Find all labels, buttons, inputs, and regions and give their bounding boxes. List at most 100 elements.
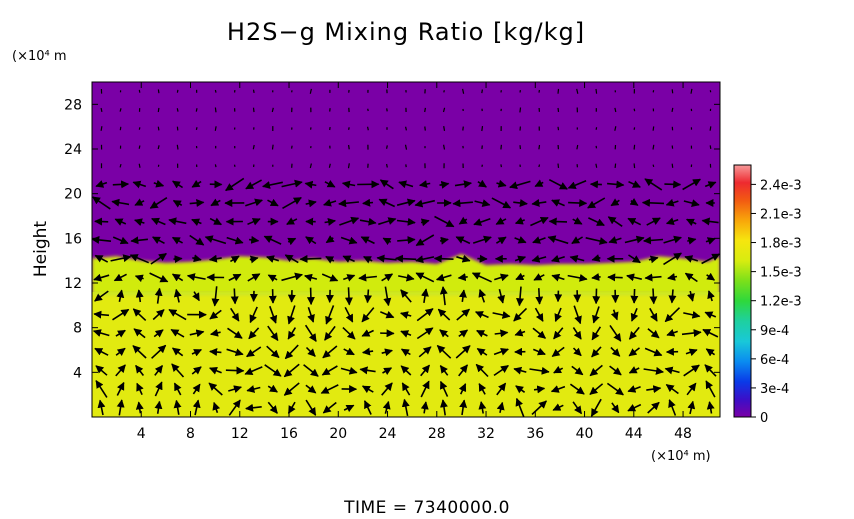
velocity-vector xyxy=(443,144,446,150)
velocity-vector xyxy=(129,254,150,264)
velocity-vector xyxy=(538,164,541,168)
velocity-vector xyxy=(271,144,274,150)
velocity-vector xyxy=(576,88,579,94)
velocity-vector xyxy=(706,401,715,414)
velocity-vector xyxy=(414,199,435,208)
velocity-vector xyxy=(173,288,182,303)
velocity-vector xyxy=(509,180,531,190)
velocity-vector xyxy=(379,310,395,319)
velocity-vector xyxy=(225,366,245,375)
velocity-vector xyxy=(267,401,278,414)
velocity-vector xyxy=(271,107,274,113)
velocity-vector xyxy=(557,163,560,168)
velocity-vector xyxy=(419,180,431,188)
y-tick-label: 28 xyxy=(64,97,82,113)
velocity-vector xyxy=(496,401,505,413)
velocity-vector xyxy=(263,235,282,245)
velocity-vector xyxy=(172,180,184,189)
velocity-vector xyxy=(249,306,258,324)
velocity-vector xyxy=(704,364,717,377)
velocity-vector xyxy=(514,236,527,244)
velocity-vector xyxy=(591,346,602,358)
velocity-vector xyxy=(361,329,374,337)
velocity-vector xyxy=(247,218,261,226)
velocity-vector xyxy=(687,400,696,415)
velocity-vector xyxy=(607,216,623,227)
velocity-vector xyxy=(704,181,717,189)
velocity-vector xyxy=(325,255,335,264)
velocity-vector xyxy=(228,385,242,394)
velocity-vector xyxy=(424,107,426,113)
velocity-vector xyxy=(707,290,715,302)
velocity-vector xyxy=(360,236,375,245)
velocity-vector xyxy=(343,347,355,356)
velocity-vector xyxy=(112,236,129,245)
velocity-vector xyxy=(690,88,693,94)
velocity-vector xyxy=(347,163,350,169)
velocity-vector xyxy=(323,198,337,207)
x-tick-label: 48 xyxy=(674,426,692,442)
velocity-vector xyxy=(569,383,585,395)
velocity-vector xyxy=(204,235,227,245)
velocity-vector xyxy=(214,89,217,93)
velocity-vector xyxy=(589,383,604,396)
velocity-vector xyxy=(573,305,582,325)
velocity-vector xyxy=(283,363,300,378)
velocity-vector xyxy=(172,199,183,208)
velocity-vector xyxy=(567,180,587,189)
velocity-vector xyxy=(214,164,217,168)
velocity-vector xyxy=(252,144,255,150)
velocity-vector xyxy=(457,273,468,282)
velocity-vector xyxy=(455,236,471,245)
velocity-vector xyxy=(362,255,373,264)
velocity-vector xyxy=(433,254,454,263)
velocity-vector xyxy=(176,144,179,150)
velocity-vector xyxy=(228,399,241,416)
velocity-vector xyxy=(245,198,263,207)
velocity-vector xyxy=(491,197,512,209)
velocity-vector xyxy=(492,311,511,319)
velocity-vector xyxy=(153,179,165,188)
velocity-vector xyxy=(568,199,588,208)
velocity-vector xyxy=(307,307,315,323)
velocity-vector xyxy=(171,347,184,357)
velocity-vector xyxy=(424,126,426,131)
velocity-vector xyxy=(362,198,374,207)
velocity-vector xyxy=(324,217,336,226)
velocity-vector xyxy=(176,89,179,93)
velocity-vector xyxy=(628,180,641,188)
velocity-vector xyxy=(115,364,126,377)
velocity-vector xyxy=(415,255,435,264)
velocity-vector xyxy=(516,286,524,307)
velocity-vector xyxy=(343,274,356,282)
velocity-vector xyxy=(628,366,640,374)
velocity-vector xyxy=(495,236,507,245)
velocity-vector xyxy=(153,329,164,338)
velocity-vector xyxy=(497,289,505,304)
velocity-vector xyxy=(494,273,509,282)
velocity-vector xyxy=(94,254,109,263)
velocity-vector xyxy=(496,382,507,396)
velocity-vector xyxy=(173,399,182,415)
velocity-vector xyxy=(154,381,163,397)
velocity-vector xyxy=(324,325,336,341)
velocity-vector xyxy=(627,385,641,393)
velocity-vector xyxy=(683,364,700,377)
velocity-vector xyxy=(138,145,141,149)
velocity-vector xyxy=(709,145,712,150)
velocity-vector xyxy=(367,108,369,112)
velocity-vector xyxy=(230,288,239,305)
velocity-vector xyxy=(378,198,396,208)
velocity-vector xyxy=(189,198,205,207)
velocity-vector xyxy=(286,217,298,226)
velocity-vector xyxy=(287,237,297,246)
velocity-vector xyxy=(154,364,164,376)
velocity-vector xyxy=(210,198,221,207)
velocity-vector xyxy=(378,217,397,226)
x-tick-label: 4 xyxy=(137,426,146,442)
velocity-vector xyxy=(94,290,109,302)
velocity-vector xyxy=(439,380,449,397)
velocity-vector xyxy=(395,254,417,263)
velocity-vector xyxy=(435,273,452,282)
velocity-vector xyxy=(269,305,278,324)
